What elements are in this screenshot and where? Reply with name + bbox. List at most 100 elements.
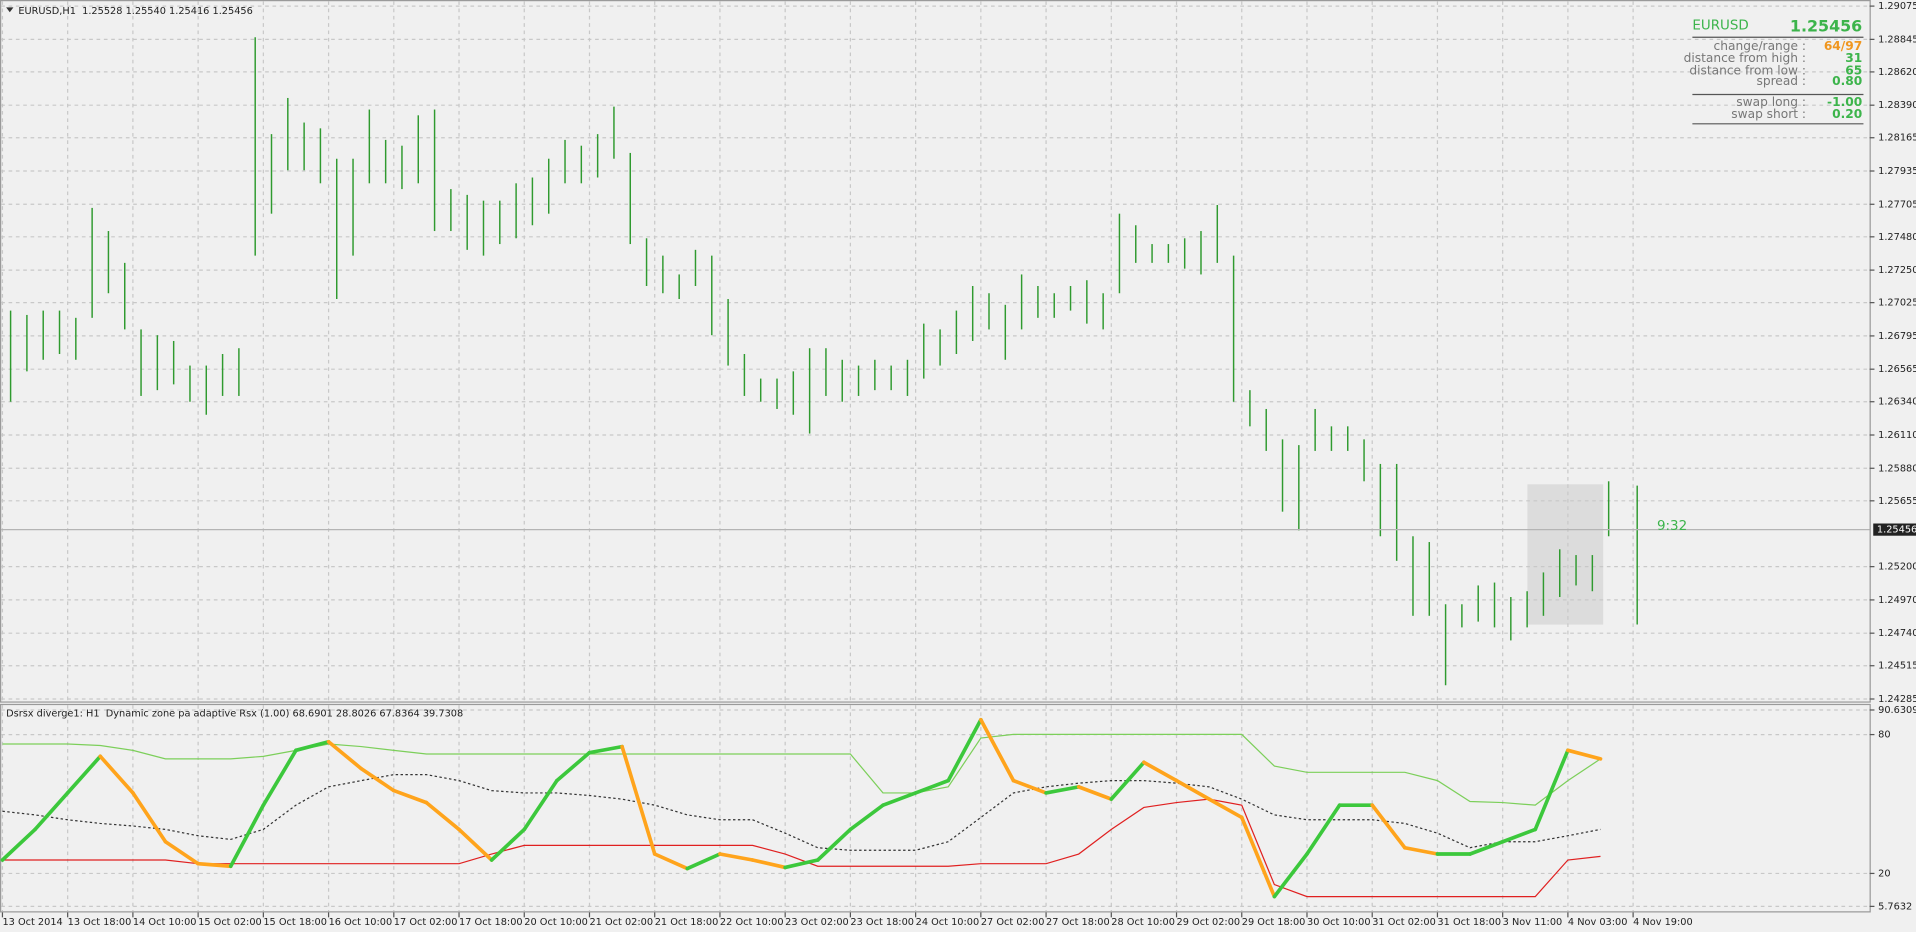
x-tick-label: 14 Oct 10:00 <box>133 917 197 928</box>
indicator-segment <box>261 748 298 807</box>
indicator-segment <box>1044 785 1081 795</box>
y-tick-label: 1.26340 <box>1878 397 1916 408</box>
indicator-segment <box>1239 815 1277 899</box>
y-tick-label: 5.7632 <box>1878 901 1912 912</box>
indicator-segment <box>196 861 233 869</box>
y-tick-label: 1.25655 <box>1878 496 1916 507</box>
y-tick-label: 1.28620 <box>1878 67 1916 78</box>
x-tick-label: 17 Oct 18:00 <box>459 917 523 928</box>
indicator-segment <box>652 852 690 871</box>
y-tick-label: 80 <box>1878 730 1890 741</box>
indicator-segment <box>718 852 755 862</box>
chart-title: EURUSD,H1 1.25528 1.25540 1.25416 1.2545… <box>18 6 253 17</box>
indicator-segment <box>1207 797 1244 820</box>
indicator-segment <box>228 803 266 869</box>
indicator-segment <box>391 788 429 805</box>
indicator-segment <box>1142 760 1179 783</box>
indicator-segment <box>65 754 103 795</box>
indicator-segment <box>685 852 722 871</box>
indicator-segment <box>33 791 70 832</box>
range-highlight <box>1527 484 1604 625</box>
x-tick-label: 21 Oct 02:00 <box>589 917 653 928</box>
indicator-segment <box>1109 760 1146 801</box>
y-tick-label: 1.29075 <box>1878 1 1916 12</box>
x-tick-label: 31 Oct 02:00 <box>1372 917 1436 928</box>
y-tick-label: 1.24285 <box>1878 694 1916 705</box>
indicator-segment <box>881 791 918 807</box>
y-tick-label: 1.26795 <box>1878 331 1916 342</box>
x-tick-label: 22 Oct 10:00 <box>720 917 784 928</box>
x-tick-label: 3 Nov 11:00 <box>1503 917 1563 928</box>
info-value: 31 <box>1845 51 1862 65</box>
x-tick-label: 24 Oct 10:00 <box>916 917 980 928</box>
info-value: 0.20 <box>1832 107 1862 121</box>
bar-timer: 9:32 <box>1657 519 1687 534</box>
indicator-segment <box>1566 748 1603 761</box>
y-tick-label: 1.27705 <box>1878 199 1916 210</box>
y-tick-label: 1.27250 <box>1878 265 1916 276</box>
marks <box>0 37 1870 899</box>
info-label: swap long : <box>1736 95 1806 109</box>
menu-arrow[interactable] <box>6 7 14 13</box>
y-tick-label: 1.27025 <box>1878 298 1916 309</box>
x-tick-label: 23 Oct 18:00 <box>850 917 914 928</box>
y-tick-label: 20 <box>1878 868 1890 879</box>
y-tick-label: 1.27935 <box>1878 166 1916 177</box>
indicator-line <box>2 774 1601 851</box>
info-symbol: EURUSD <box>1692 19 1748 34</box>
info-value: 0.80 <box>1832 74 1862 88</box>
indicator-segment <box>750 858 788 870</box>
indicator-segment <box>1272 852 1309 899</box>
y-tick-label: 1.24740 <box>1878 628 1916 639</box>
indicator-segment <box>1468 839 1505 856</box>
indicator-segment <box>131 791 168 844</box>
x-tick-label: 21 Oct 18:00 <box>655 917 719 928</box>
indicator-segment <box>1370 803 1407 850</box>
indicator-segment <box>424 800 461 832</box>
x-tick-label: 20 Oct 10:00 <box>524 917 588 928</box>
indicator-line <box>2 733 1601 806</box>
indicator-segment <box>783 858 820 870</box>
indicator-segment <box>1174 778 1211 801</box>
indicator-segment <box>913 778 951 795</box>
indicator-segment <box>1011 778 1048 795</box>
indicator-segment <box>326 739 364 771</box>
indicator-segment <box>489 827 527 862</box>
indicator-segment <box>98 754 135 795</box>
info-label: distance from low : <box>1689 63 1806 77</box>
indicator-segment <box>1500 827 1538 844</box>
indicator-title: Dsrsx diverge1: H1 Dynamic zone pa adapt… <box>6 709 463 720</box>
x-tick-label: 29 Oct 02:00 <box>1177 917 1241 928</box>
y-tick-label: 1.25200 <box>1878 562 1916 573</box>
indicator-segment <box>587 744 624 755</box>
indicator-segment <box>457 827 494 862</box>
x-tick-label: 23 Oct 02:00 <box>785 917 849 928</box>
info-value: 65 <box>1845 63 1862 77</box>
indicator-segment <box>1533 748 1570 832</box>
y-tick-label: 1.24970 <box>1878 595 1916 606</box>
x-tick-label: 15 Oct 02:00 <box>198 917 262 928</box>
indicator-segment <box>522 778 559 832</box>
y-tick-label: 1.26565 <box>1878 364 1916 375</box>
indicator-segment <box>979 717 1016 783</box>
indicator-panel <box>0 703 1871 913</box>
x-tick-label: 31 Oct 18:00 <box>1437 917 1501 928</box>
indicator-segment <box>359 766 396 793</box>
indicator-segment <box>848 803 885 832</box>
y-tick-label: 1.25880 <box>1878 463 1916 474</box>
info-label: distance from high : <box>1684 51 1806 65</box>
x-tick-label: 4 Nov 19:00 <box>1633 917 1693 928</box>
indicator-segment <box>163 839 200 866</box>
x-tick-label: 4 Nov 03:00 <box>1568 917 1628 928</box>
info-price: 1.25456 <box>1790 16 1862 35</box>
y-tick-label: 90.6309 <box>1878 705 1916 716</box>
y-tick-label: 1.28165 <box>1878 133 1916 144</box>
indicator-segment <box>620 744 657 856</box>
current-price-box <box>1873 523 1916 536</box>
x-tick-label: 29 Oct 18:00 <box>1242 917 1306 928</box>
x-tick-label: 27 Oct 02:00 <box>981 917 1045 928</box>
y-tick-label: 1.24515 <box>1878 661 1916 672</box>
x-tick-label: 15 Oct 18:00 <box>263 917 327 928</box>
